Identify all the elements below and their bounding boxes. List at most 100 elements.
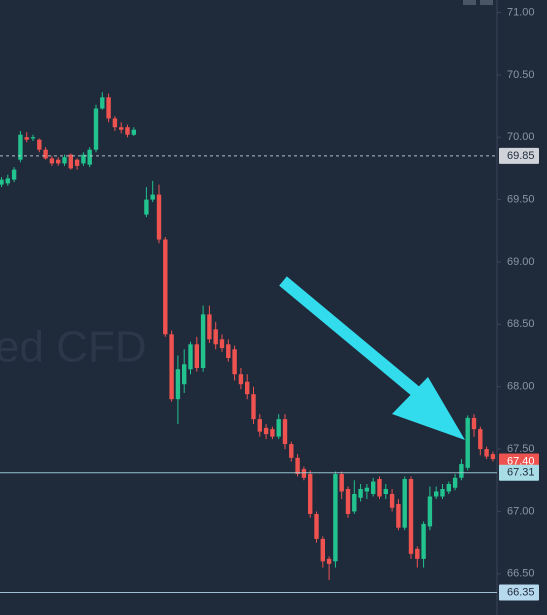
- y-tick-label: 69.00: [507, 256, 535, 268]
- candle-body: [81, 154, 86, 164]
- candle-body: [251, 394, 256, 420]
- candle-body: [200, 314, 206, 369]
- candle-body: [213, 329, 218, 345]
- toolbar-button[interactable]: [463, 0, 476, 5]
- candle-body: [24, 137, 29, 140]
- candle-body: [308, 474, 313, 514]
- candle-body: [276, 419, 281, 437]
- price-label-box: [499, 464, 539, 481]
- candle-body: [263, 427, 269, 435]
- price-label-box: [499, 584, 539, 601]
- y-tick-label: 68.50: [507, 318, 535, 330]
- price-label-box: [499, 147, 539, 164]
- candle-body: [295, 457, 300, 475]
- candle-body: [37, 139, 42, 150]
- candle-body: [440, 489, 445, 497]
- candle-body: [49, 158, 55, 164]
- candle-body: [490, 454, 496, 460]
- candle-body: [421, 523, 426, 559]
- candle-body: [434, 491, 439, 497]
- price-label: 67.40: [507, 455, 535, 467]
- candle-body: [74, 159, 80, 166]
- candle-body: [459, 464, 464, 478]
- candle-body: [282, 419, 288, 445]
- candle-body: [87, 149, 92, 165]
- candle-body: [169, 334, 174, 400]
- candle-body: [232, 349, 237, 375]
- candle-body: [175, 369, 181, 400]
- candle-body: [465, 417, 470, 468]
- candle-body: [314, 513, 319, 539]
- y-tick-label: 70.50: [507, 69, 535, 81]
- candle-body: [125, 127, 130, 135]
- candle-body: [226, 344, 231, 359]
- candle-body: [257, 419, 262, 432]
- candle-body: [131, 129, 136, 135]
- candle-body: [182, 364, 187, 385]
- candle-body: [320, 538, 325, 562]
- candle-body: [56, 159, 61, 164]
- price-label: 66.35: [507, 586, 535, 598]
- candle-body: [43, 149, 48, 159]
- candle-body: [156, 194, 162, 240]
- candle-body: [207, 314, 212, 340]
- y-tick-label: 71.00: [507, 6, 535, 18]
- candle-body: [289, 444, 294, 458]
- watermark: ed CFD: [0, 323, 147, 372]
- candle-body: [383, 489, 388, 494]
- candle-body: [219, 339, 225, 349]
- toolbar-button[interactable]: [480, 0, 493, 5]
- candle-body: [364, 487, 370, 492]
- candle-body: [452, 477, 458, 488]
- y-tick-label: 69.50: [507, 194, 535, 206]
- candle-body: [93, 108, 99, 150]
- candle-body: [11, 169, 17, 180]
- candle-body: [245, 381, 250, 395]
- candle-body: [427, 496, 433, 527]
- candle-body: [270, 429, 275, 437]
- candle-body: [112, 118, 118, 128]
- candle-body: [62, 157, 67, 164]
- candle-body: [301, 469, 307, 478]
- candle-body: [119, 127, 124, 130]
- candle-body: [150, 194, 155, 200]
- candle-body: [402, 479, 407, 528]
- candle-body: [484, 449, 489, 457]
- candle-body: [371, 481, 376, 494]
- candle-body: [358, 489, 363, 498]
- y-tick-label: 67.00: [507, 505, 535, 517]
- candle-body: [5, 178, 10, 184]
- candle-body: [415, 548, 420, 559]
- annotation-arrow: [279, 276, 465, 440]
- y-tick-label: 70.00: [507, 131, 535, 143]
- candle-body: [389, 493, 395, 508]
- candle-body: [0, 179, 4, 185]
- candle-body: [339, 474, 344, 492]
- candle-body: [144, 199, 149, 215]
- candle-body: [377, 479, 382, 497]
- candle-body: [194, 344, 199, 369]
- candle-body: [352, 493, 357, 512]
- candle-body: [238, 374, 244, 385]
- candle-body: [106, 97, 111, 119]
- candle-body: [471, 417, 477, 430]
- y-tick-label: 66.50: [507, 568, 535, 580]
- candle-body: [18, 134, 23, 160]
- y-tick-label: 67.50: [507, 443, 535, 455]
- candle-body: [163, 239, 168, 335]
- candle-body: [446, 484, 451, 492]
- candle-body: [100, 97, 105, 109]
- candle-body: [68, 154, 73, 169]
- price-label: 69.85: [507, 150, 535, 162]
- candle-body: [345, 489, 351, 514]
- candle-body: [30, 137, 36, 139]
- candle-body: [326, 558, 332, 564]
- candle-body: [188, 344, 193, 370]
- y-tick-label: 68.00: [507, 381, 535, 393]
- candle-body: [333, 474, 338, 562]
- price-label: 67.31: [507, 467, 535, 479]
- candle-body: [396, 503, 401, 528]
- candle-body: [478, 429, 483, 450]
